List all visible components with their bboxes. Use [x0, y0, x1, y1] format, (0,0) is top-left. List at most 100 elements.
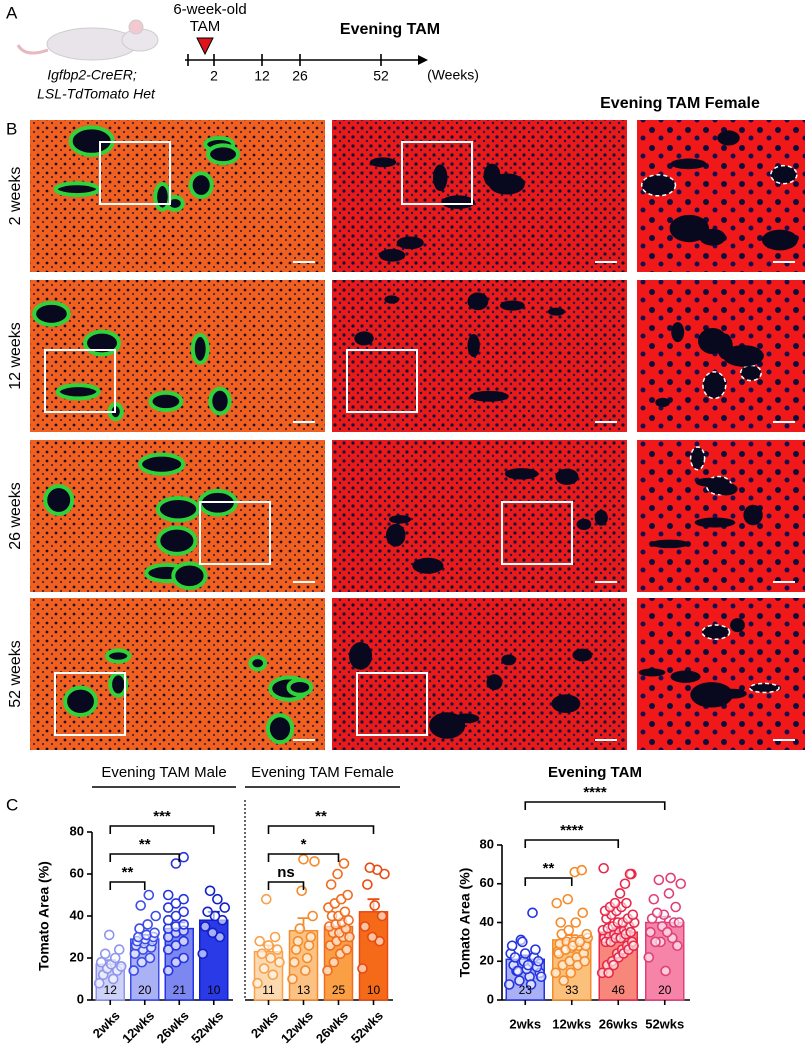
- data-point: [645, 926, 656, 938]
- vessel: [208, 386, 232, 416]
- n-label: 46: [612, 983, 626, 997]
- data-point: [178, 935, 189, 947]
- data-point: [343, 914, 354, 926]
- vessel: [153, 181, 172, 212]
- data-point: [369, 900, 381, 911]
- data-point: [274, 956, 285, 968]
- row-label: 2 weeks: [7, 167, 24, 226]
- x-tick-label: 2wks: [509, 1016, 541, 1031]
- data-point: [675, 878, 687, 890]
- data-point: [178, 851, 189, 863]
- vessel: [190, 332, 210, 365]
- n-label: 10: [367, 983, 381, 997]
- vessel: [53, 181, 101, 198]
- tam-label: TAM: [190, 18, 221, 35]
- data-point: [170, 858, 182, 869]
- data-point: [178, 893, 189, 905]
- y-axis-label: Tomato Area (%): [457, 868, 473, 978]
- vessel: [670, 670, 701, 683]
- chart-title: Evening TAM: [548, 764, 642, 781]
- data-point: [134, 923, 145, 934]
- data-point: [625, 926, 636, 938]
- vessel: [369, 157, 397, 168]
- data-point: [136, 956, 148, 968]
- mouse-line: LSL-TdTomato Het: [37, 86, 156, 102]
- data-point: [93, 977, 105, 989]
- vessel: [717, 130, 740, 146]
- data-point: [660, 965, 671, 977]
- data-point: [648, 893, 660, 905]
- vessel: [671, 322, 685, 343]
- data-point: [357, 963, 368, 974]
- data-point: [109, 952, 121, 964]
- data-point: [577, 907, 589, 919]
- data-point: [128, 965, 140, 976]
- vessel: [638, 668, 666, 677]
- data-point: [322, 965, 333, 976]
- vessel: [690, 682, 734, 708]
- data-point: [301, 952, 313, 964]
- data-point: [509, 952, 521, 963]
- data-point: [562, 893, 574, 905]
- data-point: [519, 948, 531, 959]
- data-point: [359, 921, 371, 932]
- row-label: 52 weeks: [7, 640, 24, 708]
- data-point: [608, 959, 619, 971]
- vessel: [55, 383, 101, 401]
- vessel: [572, 648, 593, 662]
- data-point: [307, 910, 318, 922]
- data-point: [144, 952, 156, 964]
- vessel: [396, 236, 424, 250]
- vessel: [695, 477, 721, 487]
- timeline-tick-label: 26: [292, 68, 308, 84]
- data-point: [263, 940, 274, 951]
- vessel: [384, 295, 400, 304]
- significance-bracket: [524, 801, 666, 810]
- vessel: [265, 713, 295, 745]
- data-point: [143, 889, 155, 901]
- vessel: [655, 397, 670, 408]
- data-point: [619, 878, 631, 890]
- data-point: [113, 944, 125, 955]
- y-tick-label: 40: [480, 914, 494, 929]
- data-point: [178, 919, 189, 930]
- x-tick-label: 52wks: [645, 1016, 684, 1031]
- data-point: [95, 956, 107, 968]
- data-point: [558, 975, 570, 986]
- data-point: [663, 888, 675, 899]
- vessel: [386, 523, 406, 547]
- significance-label: **: [139, 836, 151, 853]
- significance-label: *: [301, 836, 307, 853]
- row-label: 12 weeks: [7, 322, 24, 390]
- data-point: [574, 936, 586, 948]
- x-tick-label: 12wks: [278, 1008, 316, 1046]
- vessel: [576, 518, 592, 530]
- data-point: [115, 961, 127, 972]
- data-point: [621, 897, 632, 909]
- data-point: [653, 874, 665, 886]
- vessel: [504, 468, 539, 480]
- x-tick-label: 26wks: [313, 1008, 351, 1046]
- vessel: [354, 331, 374, 346]
- vessel: [714, 482, 738, 496]
- data-point: [579, 955, 591, 967]
- data-point: [555, 917, 567, 928]
- vessel: [761, 229, 798, 251]
- x-tick-label: 2wks: [90, 1008, 123, 1041]
- vessel: [649, 539, 690, 549]
- panel-label: A: [6, 3, 18, 22]
- mouse-line: Igfbp2-CreER;: [47, 67, 137, 83]
- data-point: [603, 967, 614, 979]
- vessel: [669, 214, 710, 243]
- data-point: [576, 864, 588, 876]
- y-tick-label: 60: [70, 865, 84, 880]
- data-point: [332, 868, 343, 880]
- significance-label: **: [315, 808, 327, 825]
- vessel: [640, 174, 677, 197]
- vessel: [486, 674, 503, 691]
- vessel: [689, 446, 706, 471]
- vessel: [670, 158, 707, 170]
- panel-a: A Igfbp2-CreER; LSL-TdTomato Het 6-week-…: [6, 1, 479, 102]
- data-point: [260, 893, 272, 905]
- data-point: [672, 940, 683, 952]
